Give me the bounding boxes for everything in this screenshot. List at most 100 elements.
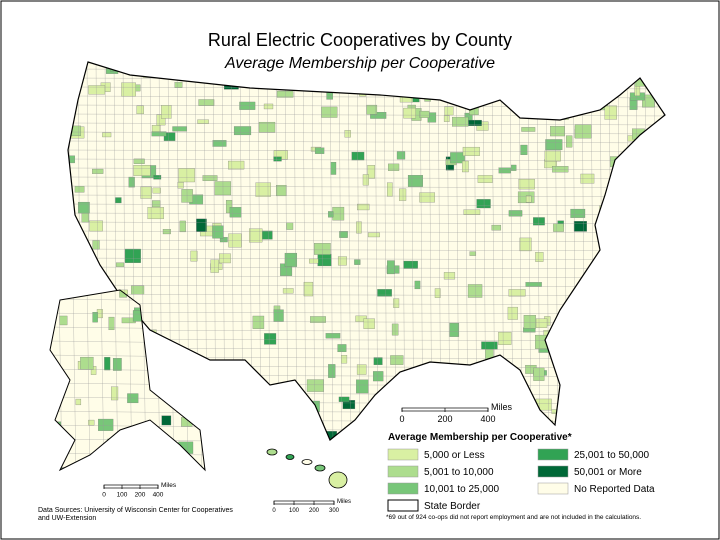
county-fill	[469, 251, 477, 256]
county-fill	[419, 110, 430, 118]
county-fill	[356, 379, 369, 394]
county-fill	[525, 282, 542, 287]
county-fill	[362, 174, 369, 186]
county-fill	[339, 231, 348, 238]
county-line	[68, 266, 665, 270]
county-fill	[229, 207, 242, 218]
county-line	[68, 176, 665, 180]
county-fill	[131, 285, 145, 295]
county-fill	[140, 186, 152, 199]
county-fill	[377, 289, 392, 297]
county-line	[68, 158, 665, 162]
county-line	[527, 62, 532, 440]
county-fill	[284, 252, 298, 267]
sources: Data Sources: University of Wisconsin Ce…	[38, 507, 233, 514]
county-fill	[387, 182, 393, 197]
scale-label: 400	[153, 492, 164, 499]
county-fill	[90, 366, 97, 375]
county-line	[86, 290, 91, 470]
county-fill	[317, 253, 332, 267]
county-fill	[337, 256, 347, 266]
county-fill	[477, 175, 493, 183]
county-fill	[550, 126, 565, 137]
county-fill	[88, 419, 95, 426]
county-fill	[152, 187, 161, 194]
county-fill	[468, 119, 482, 126]
county-fill	[491, 224, 502, 231]
county-fill	[162, 229, 171, 235]
county-fill	[399, 188, 407, 201]
scale-label: 100	[117, 492, 128, 499]
county-fill	[367, 232, 380, 238]
county-fill	[303, 281, 314, 297]
county-fill	[366, 104, 378, 115]
county-line	[68, 257, 665, 261]
county-fill	[161, 415, 172, 426]
county-fill	[198, 99, 215, 106]
county-fill	[263, 103, 274, 110]
county-fill	[108, 316, 115, 331]
county-fill	[498, 167, 511, 174]
county-fill	[357, 203, 370, 211]
county-fill	[112, 358, 122, 371]
county-fill	[476, 199, 491, 209]
county-fill	[573, 221, 587, 232]
county-line	[68, 122, 665, 126]
county-fill	[252, 315, 265, 329]
county-fill	[92, 240, 100, 250]
county-fill	[354, 259, 361, 265]
island	[285, 454, 295, 460]
county-fill	[261, 230, 273, 240]
county-fill	[553, 223, 564, 232]
county-fill	[196, 218, 207, 232]
county-fill	[321, 106, 338, 118]
legend-swatch	[387, 499, 419, 512]
county-fill	[476, 121, 489, 131]
county-fill	[535, 252, 544, 262]
county-fill	[393, 298, 400, 308]
county-fill	[98, 418, 114, 431]
county-fill	[463, 209, 481, 215]
county-fill	[310, 316, 326, 323]
county-fill	[403, 107, 416, 119]
county-fill	[449, 322, 460, 337]
county-fill	[443, 115, 450, 122]
county-fill	[552, 166, 569, 173]
legend-label: 50,001 or More	[574, 467, 642, 478]
legend-title: Average Membership per Cooperative*	[388, 432, 572, 443]
county-fill	[521, 127, 536, 132]
scale-bars: 0 200 400 Miles 0 100 200 400 Miles 0 100 200 300 Mil…	[102, 402, 512, 514]
county-fill	[481, 341, 498, 350]
county-fill	[498, 331, 512, 345]
county-fill	[452, 116, 469, 127]
scale-bar	[103, 484, 159, 489]
island	[266, 448, 278, 456]
county-fill	[518, 178, 535, 190]
county-fill	[604, 105, 617, 120]
county-fill	[133, 158, 145, 164]
county-line	[72, 290, 77, 470]
county-fill	[309, 258, 319, 264]
county-fill	[328, 211, 334, 218]
county-fill	[388, 163, 400, 171]
scale-label: 400	[480, 414, 495, 424]
county-fill	[179, 220, 186, 233]
county-line	[554, 62, 559, 440]
legend-swatch	[387, 465, 419, 478]
county-fill	[566, 135, 573, 148]
county-fill	[249, 228, 263, 243]
county-fill	[121, 82, 136, 97]
scale-label: 200	[437, 414, 452, 424]
county-fill	[462, 160, 469, 173]
county-fill	[190, 250, 198, 262]
county-fill	[508, 289, 526, 297]
county-fill	[356, 221, 362, 234]
county-fill	[264, 333, 277, 345]
county-line	[68, 194, 665, 198]
legend-label: 5,000 or Less	[424, 450, 485, 461]
county-fill	[403, 260, 418, 269]
county-fill	[136, 105, 144, 115]
county-fill	[258, 121, 276, 133]
legend-swatch	[387, 448, 419, 461]
legend-label: 5,001 to 10,000	[424, 467, 494, 478]
